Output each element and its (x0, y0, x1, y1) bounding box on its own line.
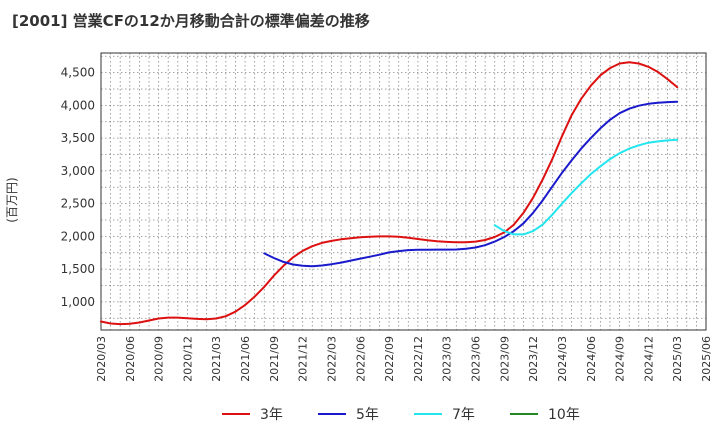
x-tick-label: 2021/06 (239, 336, 252, 382)
x-tick-label: 2020/12 (181, 336, 194, 382)
y-tick-label: 2,500 (61, 197, 95, 211)
x-tick-label: 2022/12 (412, 336, 425, 382)
series-line-5年 (263, 100, 679, 268)
x-tick-label: 2024/06 (585, 336, 598, 382)
series-line-3年 (100, 61, 679, 326)
x-tick-label: 2023/09 (498, 336, 511, 382)
y-tick-label: 4,500 (61, 66, 95, 80)
y-tick-label: 4,000 (61, 98, 95, 112)
x-tick-label: 2023/03 (441, 336, 454, 382)
legend: 3年 5年 7年 10年 (222, 407, 580, 423)
x-tick-label: 2024/03 (556, 336, 569, 382)
series-layer (100, 61, 679, 326)
axes-layer: 1,000 1,500 2,000 2,500 3,000 3,500 4,000 4,500… (61, 52, 713, 382)
x-tick-label: 2025/03 (671, 336, 684, 382)
legend-label-10年: 10年 (548, 407, 580, 423)
legend-label-3年: 3年 (260, 407, 283, 423)
x-tick-label: 2022/03 (325, 336, 338, 382)
legend-label-5年: 5年 (356, 407, 379, 423)
y-axis-label: (百万円) (5, 177, 19, 222)
x-tick-label: 2022/06 (354, 336, 367, 382)
x-tick-label: 2023/12 (527, 336, 540, 382)
x-tick-label: 2024/09 (614, 336, 627, 382)
series-line-7年 (493, 138, 679, 236)
legend-label-7年: 7年 (452, 407, 475, 423)
chart-title: [2001] 営業CFの12か月移動合計の標準偏差の推移 (12, 12, 370, 30)
grid-layer (100, 53, 707, 330)
plot-frame (100, 52, 707, 331)
x-tick-label: 2020/03 (95, 336, 108, 382)
plot-area (101, 53, 706, 330)
x-tick-label: 2020/06 (124, 336, 137, 382)
x-tick-label: 2020/09 (153, 336, 166, 382)
x-tick-label: 2022/09 (383, 336, 396, 382)
y-tick-label: 3,000 (61, 164, 95, 178)
x-tick-label: 2021/09 (268, 336, 281, 382)
y-tick-label: 3,500 (61, 131, 95, 145)
x-tick-label: 2021/03 (210, 336, 223, 382)
y-tick-label: 1,000 (61, 295, 95, 309)
y-tick-label: 1,500 (61, 262, 95, 276)
x-tick-label: 2023/06 (470, 336, 483, 382)
x-tick-label: 2021/12 (297, 336, 310, 382)
x-tick-label: 2024/12 (642, 336, 655, 382)
y-tick-label: 2,000 (61, 229, 95, 243)
x-tick-label: 2025/06 (700, 336, 713, 382)
